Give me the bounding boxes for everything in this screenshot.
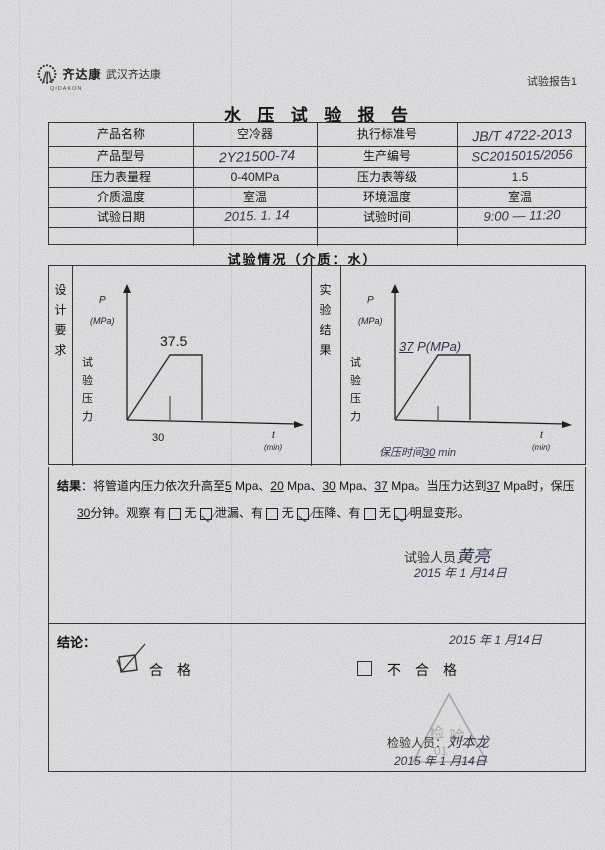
svg-text:P: P	[99, 295, 106, 306]
svg-text:t: t	[540, 430, 544, 441]
svg-text:37.5: 37.5	[160, 333, 187, 349]
svg-text:P: P	[367, 295, 374, 306]
svg-text:验: 验	[350, 373, 361, 387]
svg-text:试: 试	[350, 356, 361, 369]
svg-text:t: t	[272, 430, 276, 441]
svg-text:试: 试	[82, 356, 93, 369]
svg-text:力: 力	[350, 410, 361, 423]
svg-text:验: 验	[82, 373, 93, 387]
svg-text:压: 压	[350, 392, 361, 405]
svg-text:30: 30	[152, 432, 164, 444]
svg-text:(min): (min)	[532, 443, 551, 452]
svg-text:力: 力	[82, 410, 93, 423]
svg-text:(MPa): (MPa)	[90, 316, 115, 326]
svg-text:(MPa): (MPa)	[358, 316, 383, 326]
svg-text:压: 压	[82, 392, 93, 405]
svg-text:(min): (min)	[264, 443, 283, 452]
